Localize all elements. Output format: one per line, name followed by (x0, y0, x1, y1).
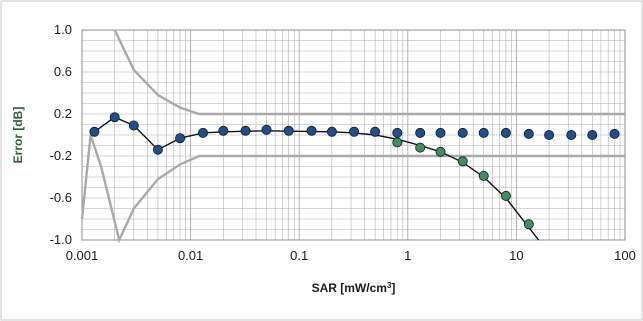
upper-bound-line (113, 29, 625, 116)
linearized-point (175, 133, 186, 144)
linearized-point (587, 129, 598, 140)
x-axis-title-main: SAR [mW/cm (312, 281, 387, 295)
linearized-point (435, 127, 446, 138)
plot-frame (81, 29, 626, 241)
linearized-point (109, 112, 120, 123)
linearized-point (478, 127, 489, 138)
y-tick-label: -0.2 (50, 148, 72, 163)
linearized-point (218, 125, 229, 136)
uncorrected-point (523, 219, 534, 230)
linearized-point (240, 125, 251, 136)
x-tick-label: 0.1 (290, 248, 308, 263)
x-tick-labels: 0.001 0.01 0.1 1 10 100 (66, 248, 636, 263)
uncorrected-point (478, 170, 489, 181)
linearized-point (306, 125, 317, 136)
x-axis-title-suffix: ] (391, 281, 395, 295)
linearized-point (415, 127, 426, 138)
x-axis-title-superscript: 3 (387, 281, 392, 290)
y-tick-label: 0.2 (54, 106, 72, 121)
linearized-point (370, 126, 381, 137)
lower-bound-line (89, 134, 625, 244)
linearized-point (261, 124, 272, 135)
uncorrected-point (392, 137, 403, 148)
uncorrected-point (435, 146, 446, 157)
linearized-point (392, 127, 403, 138)
linearized-point (128, 120, 139, 131)
linearized-point (283, 125, 294, 136)
linearized-point (566, 129, 577, 140)
linearized-point (609, 128, 620, 139)
grid (81, 29, 625, 241)
linearized-point (89, 126, 100, 137)
linearized-point (326, 126, 337, 137)
linearized-point (523, 128, 534, 139)
x-tick-label: 100 (614, 248, 636, 263)
x-tick-label: 10 (509, 248, 523, 263)
y-axis-title: Error [dB] (11, 107, 25, 164)
x-tick-label: 0.001 (66, 248, 99, 263)
x-tick-label: 1 (404, 248, 411, 263)
linearized-point (544, 129, 555, 140)
x-axis-title: SAR [mW/cm3] (312, 281, 396, 296)
tolerance-bounds (80, 29, 625, 244)
uncorrected-point (415, 142, 426, 153)
linearized-point (197, 127, 208, 138)
y-tick-labels: 1.0 0.6 0.2 -0.2 -0.6 -1.0 (50, 22, 72, 247)
lower-left-bound-line (80, 134, 92, 220)
y-tick-label: 1.0 (54, 22, 72, 37)
linearized-point (152, 144, 163, 155)
linearized-point (500, 127, 511, 138)
data-points (89, 112, 620, 230)
y-tick-label: 0.6 (54, 64, 72, 79)
linearized-point (349, 126, 360, 137)
y-tick-label: -1.0 (50, 232, 72, 247)
x-tick-label: 0.01 (178, 248, 203, 263)
uncorrected-point (500, 190, 511, 201)
uncorrected-point (457, 156, 468, 167)
linearized-point (457, 127, 468, 138)
y-tick-label: -0.6 (50, 190, 72, 205)
